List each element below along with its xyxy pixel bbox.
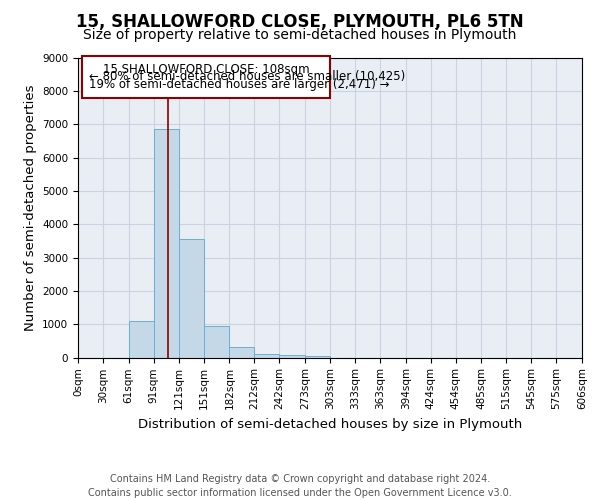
Text: 15 SHALLOWFORD CLOSE: 108sqm: 15 SHALLOWFORD CLOSE: 108sqm <box>103 62 310 76</box>
Text: Size of property relative to semi-detached houses in Plymouth: Size of property relative to semi-detach… <box>83 28 517 42</box>
Bar <box>254 354 279 358</box>
Bar <box>279 355 305 358</box>
Bar <box>154 129 179 358</box>
X-axis label: Distribution of semi-detached houses by size in Plymouth: Distribution of semi-detached houses by … <box>138 418 522 430</box>
Bar <box>203 326 229 358</box>
Bar <box>179 239 203 358</box>
Bar <box>229 346 254 358</box>
Text: Contains HM Land Registry data © Crown copyright and database right 2024.
Contai: Contains HM Land Registry data © Crown c… <box>88 474 512 498</box>
Text: 15, SHALLOWFORD CLOSE, PLYMOUTH, PL6 5TN: 15, SHALLOWFORD CLOSE, PLYMOUTH, PL6 5TN <box>76 12 524 30</box>
Text: ← 80% of semi-detached houses are smaller (10,425): ← 80% of semi-detached houses are smalle… <box>89 70 405 83</box>
Bar <box>129 321 154 358</box>
Bar <box>82 56 330 98</box>
Y-axis label: Number of semi-detached properties: Number of semi-detached properties <box>23 84 37 331</box>
Text: 19% of semi-detached houses are larger (2,471) →: 19% of semi-detached houses are larger (… <box>89 78 389 91</box>
Bar <box>305 356 330 358</box>
